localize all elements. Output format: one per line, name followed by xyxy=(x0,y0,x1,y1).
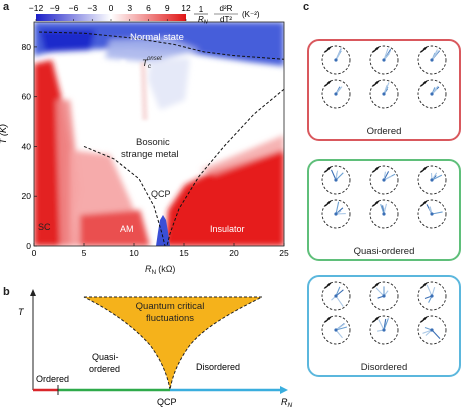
svg-text:(K⁻²): (K⁻²) xyxy=(242,10,260,19)
svg-text:dT²: dT² xyxy=(220,15,232,24)
spin-circle xyxy=(321,79,351,109)
panel-a-chart: −12 −9 −6 −3 0 3 6 9 12 xyxy=(0,3,289,276)
spin-circle xyxy=(369,281,399,311)
spin-circle xyxy=(321,199,351,229)
spin-circle xyxy=(321,165,351,195)
spin-box-label: Disordered xyxy=(361,362,407,373)
spin-circle xyxy=(321,315,351,345)
spin-circle xyxy=(369,79,399,109)
y-tick-label: 60 xyxy=(22,92,32,102)
label-quasi-1: Quasi- xyxy=(92,352,119,362)
y-tick-label: 20 xyxy=(22,191,32,201)
colorbar-tick-label: −3 xyxy=(87,3,97,13)
panel-a-letter: a xyxy=(3,1,10,13)
spin-box-1: Quasi-ordered xyxy=(307,159,461,261)
panel-a-ylabel: T (K) xyxy=(0,124,8,144)
panel-b-xlabel: RN xyxy=(281,397,293,408)
spin-circle xyxy=(417,45,447,75)
phase-boundaries xyxy=(38,31,284,246)
label-ordered-b: Ordered xyxy=(36,374,69,384)
spin-circle xyxy=(369,315,399,345)
qcf-label-1: Quantum critical xyxy=(136,301,205,312)
label-insulator: Insulator xyxy=(210,224,245,234)
svg-text:RN: RN xyxy=(198,15,208,26)
spin-circle xyxy=(417,315,447,345)
spin-circle xyxy=(369,45,399,75)
x-tick-label: 5 xyxy=(82,248,87,258)
boundary-line xyxy=(83,145,166,246)
x-tick-label: 10 xyxy=(129,248,139,258)
colorbar-tick-label: 12 xyxy=(181,3,191,13)
label-normal-state: Normal state xyxy=(130,32,184,43)
y-tick-label: 40 xyxy=(22,141,32,151)
x-tick-label: 15 xyxy=(179,248,189,258)
spin-circle xyxy=(369,165,399,195)
spin-box-label: Quasi-ordered xyxy=(354,246,415,257)
svg-text:d²R: d²R xyxy=(220,4,233,13)
spin-circle xyxy=(417,199,447,229)
y-tick-label: 80 xyxy=(22,42,32,52)
spin-circle xyxy=(321,281,351,311)
panel-a-xlabel: RN (kΩ) xyxy=(145,264,175,276)
label-am: AM xyxy=(120,224,134,234)
colorbar-tick-label: −9 xyxy=(50,3,60,13)
colorbar-label: 1 RN d²R dT² (K⁻²) xyxy=(194,4,260,26)
label-bosonic-2: strange metal xyxy=(121,149,179,160)
spin-box-label: Ordered xyxy=(367,126,402,137)
y-tick-label: 0 xyxy=(26,241,31,251)
panel-a-axis-ticks: 0 5 10 15 20 25 0 20 40 60 80 xyxy=(22,42,289,258)
boundary-line xyxy=(38,31,284,60)
x-tick-label: 25 xyxy=(279,248,289,258)
panel-c-diagram: Ordered Quasi-ordered Disordered xyxy=(307,39,461,377)
colorbar-ticks: −12 −9 −6 −3 0 3 6 9 12 xyxy=(29,3,191,21)
x-tick-label: 20 xyxy=(229,248,239,258)
colorbar xyxy=(36,14,186,21)
label-disordered-b: Disordered xyxy=(196,362,240,372)
spin-circle xyxy=(369,199,399,229)
colorbar-tick-label: 0 xyxy=(109,3,114,13)
panel-b-ylabel: T xyxy=(18,307,25,317)
panel-b-letter: b xyxy=(3,286,10,298)
colorbar-tick-label: 3 xyxy=(127,3,132,13)
label-bosonic-1: Bosonic xyxy=(136,137,170,148)
colorbar-tick-label: 9 xyxy=(165,3,170,13)
panel-c-letter: c xyxy=(303,1,310,13)
spin-circle xyxy=(417,79,447,109)
label-sc: SC xyxy=(38,222,51,232)
spin-circle xyxy=(321,45,351,75)
spin-box-2: Disordered xyxy=(307,275,461,377)
svg-text:1: 1 xyxy=(199,5,204,14)
label-qcp-b: QCP xyxy=(157,397,177,407)
qcf-label-2: fluctuations xyxy=(146,313,194,324)
label-tc-onset: Tconset xyxy=(142,56,162,70)
label-qcp-a: QCP xyxy=(151,189,171,199)
label-quasi-2: ordered xyxy=(89,364,120,374)
spin-circle xyxy=(417,281,447,311)
spin-circle xyxy=(417,165,447,195)
spin-box-0: Ordered xyxy=(307,39,461,141)
colorbar-tick-label: −6 xyxy=(69,3,79,13)
heatmap xyxy=(34,22,284,246)
colorbar-tick-label: −12 xyxy=(29,3,44,13)
panel-b-diagram: Quantum critical fluctuations T Ordered … xyxy=(18,289,293,408)
colorbar-tick-label: 6 xyxy=(146,3,151,13)
qcf-fan xyxy=(83,296,263,391)
x-tick-label: 0 xyxy=(32,248,37,258)
boundary-line xyxy=(166,88,284,246)
